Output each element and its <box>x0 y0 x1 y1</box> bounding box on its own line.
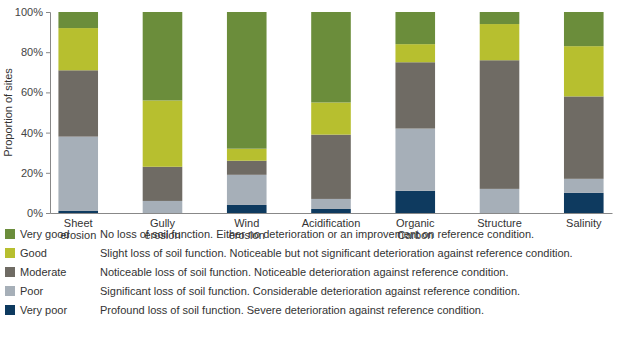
bar-segment <box>480 60 520 189</box>
legend-swatch <box>5 229 15 239</box>
bar-segment <box>311 102 351 134</box>
bar-segment <box>227 175 267 205</box>
x-tick: Acidification <box>302 217 361 229</box>
y-axis-title: Proportion of sites <box>2 68 14 157</box>
y-tick: 60% <box>21 86 50 98</box>
y-tick: 80% <box>21 46 50 58</box>
y-tick-label: 20% <box>21 167 43 179</box>
legend-label: Poor <box>20 285 44 297</box>
y-axis: 0% 20% 40% 60% 80% 100% <box>15 6 51 219</box>
y-tick-label: 100% <box>15 6 43 18</box>
bar-segment <box>564 46 604 96</box>
legend-label: Very good <box>20 228 70 240</box>
bar-segment <box>480 12 520 24</box>
legend-swatch <box>5 267 15 277</box>
y-tick-label: 60% <box>21 86 43 98</box>
y-tick-mark <box>46 173 50 174</box>
bar-segment <box>564 179 604 193</box>
bar-segment <box>395 191 435 213</box>
bar-segment <box>480 189 520 213</box>
y-tick-label: 80% <box>21 46 43 58</box>
chart: 0% 20% 40% 60% 80% 100% SheeterosionGullyerosi… <box>0 0 617 347</box>
y-tick-mark <box>46 92 50 93</box>
bar-segment <box>395 12 435 44</box>
bar-segment <box>58 28 98 70</box>
legend: Very good No loss of soil function. Eithe… <box>5 228 573 316</box>
bar-segment <box>564 193 604 213</box>
y-tick-mark <box>46 133 50 134</box>
legend-swatch <box>5 248 15 258</box>
y-tick: 20% <box>21 167 50 179</box>
bar-segment <box>564 96 604 178</box>
legend-label: Moderate <box>20 266 66 278</box>
bar-segment <box>395 129 435 191</box>
x-tick: Salinity <box>566 217 602 229</box>
legend-description: No loss of soil function. Either no dete… <box>100 228 534 240</box>
y-tick-mark <box>46 213 50 214</box>
y-tick-mark <box>46 12 50 13</box>
bar-segment <box>311 135 351 199</box>
x-axis-line <box>51 213 613 214</box>
x-tick: Structure <box>477 217 522 229</box>
bar-segment <box>143 167 183 201</box>
bar-segment <box>480 24 520 60</box>
y-tick: 100% <box>15 6 50 18</box>
bar-segment <box>58 211 98 213</box>
bar-segment <box>227 205 267 213</box>
bar-segment <box>311 199 351 209</box>
x-tick-label: Structure <box>477 217 522 229</box>
bar-segment <box>58 12 98 28</box>
bar-segment <box>311 12 351 102</box>
bars <box>58 12 603 213</box>
bar-segment <box>227 161 267 175</box>
legend-label: Good <box>20 247 47 259</box>
legend-label: Very poor <box>20 304 67 316</box>
x-axis: SheeterosionGullyerosionWinderosionAcidi… <box>51 214 613 242</box>
bar-segment <box>143 12 183 100</box>
legend-description: Profound loss of soil function. Severe d… <box>100 304 484 316</box>
legend-description: Slight loss of soil function. Noticeable… <box>100 247 573 259</box>
y-tick: 0% <box>27 207 50 219</box>
bar-segment <box>395 44 435 62</box>
bar-segment <box>227 12 267 149</box>
y-tick-label: 0% <box>27 207 43 219</box>
bar-segment <box>58 70 98 136</box>
y-tick-mark <box>46 52 50 53</box>
legend-swatch <box>5 305 15 315</box>
bar-segment <box>143 100 183 166</box>
x-tick-label: Acidification <box>302 217 361 229</box>
bar-segment <box>143 201 183 213</box>
bar-segment <box>227 149 267 161</box>
bar-segment <box>564 12 604 46</box>
legend-description: Noticeable loss of soil function. Notice… <box>100 266 508 278</box>
bar-segment <box>395 62 435 128</box>
bar-segment <box>311 209 351 213</box>
x-tick-label: Salinity <box>566 217 602 229</box>
y-tick-label: 40% <box>21 127 43 139</box>
legend-swatch <box>5 286 15 296</box>
y-axis-line <box>46 13 51 214</box>
legend-description: Significant loss of soil function. Consi… <box>100 285 520 297</box>
y-tick: 40% <box>21 127 50 139</box>
bar-segment <box>58 137 98 211</box>
